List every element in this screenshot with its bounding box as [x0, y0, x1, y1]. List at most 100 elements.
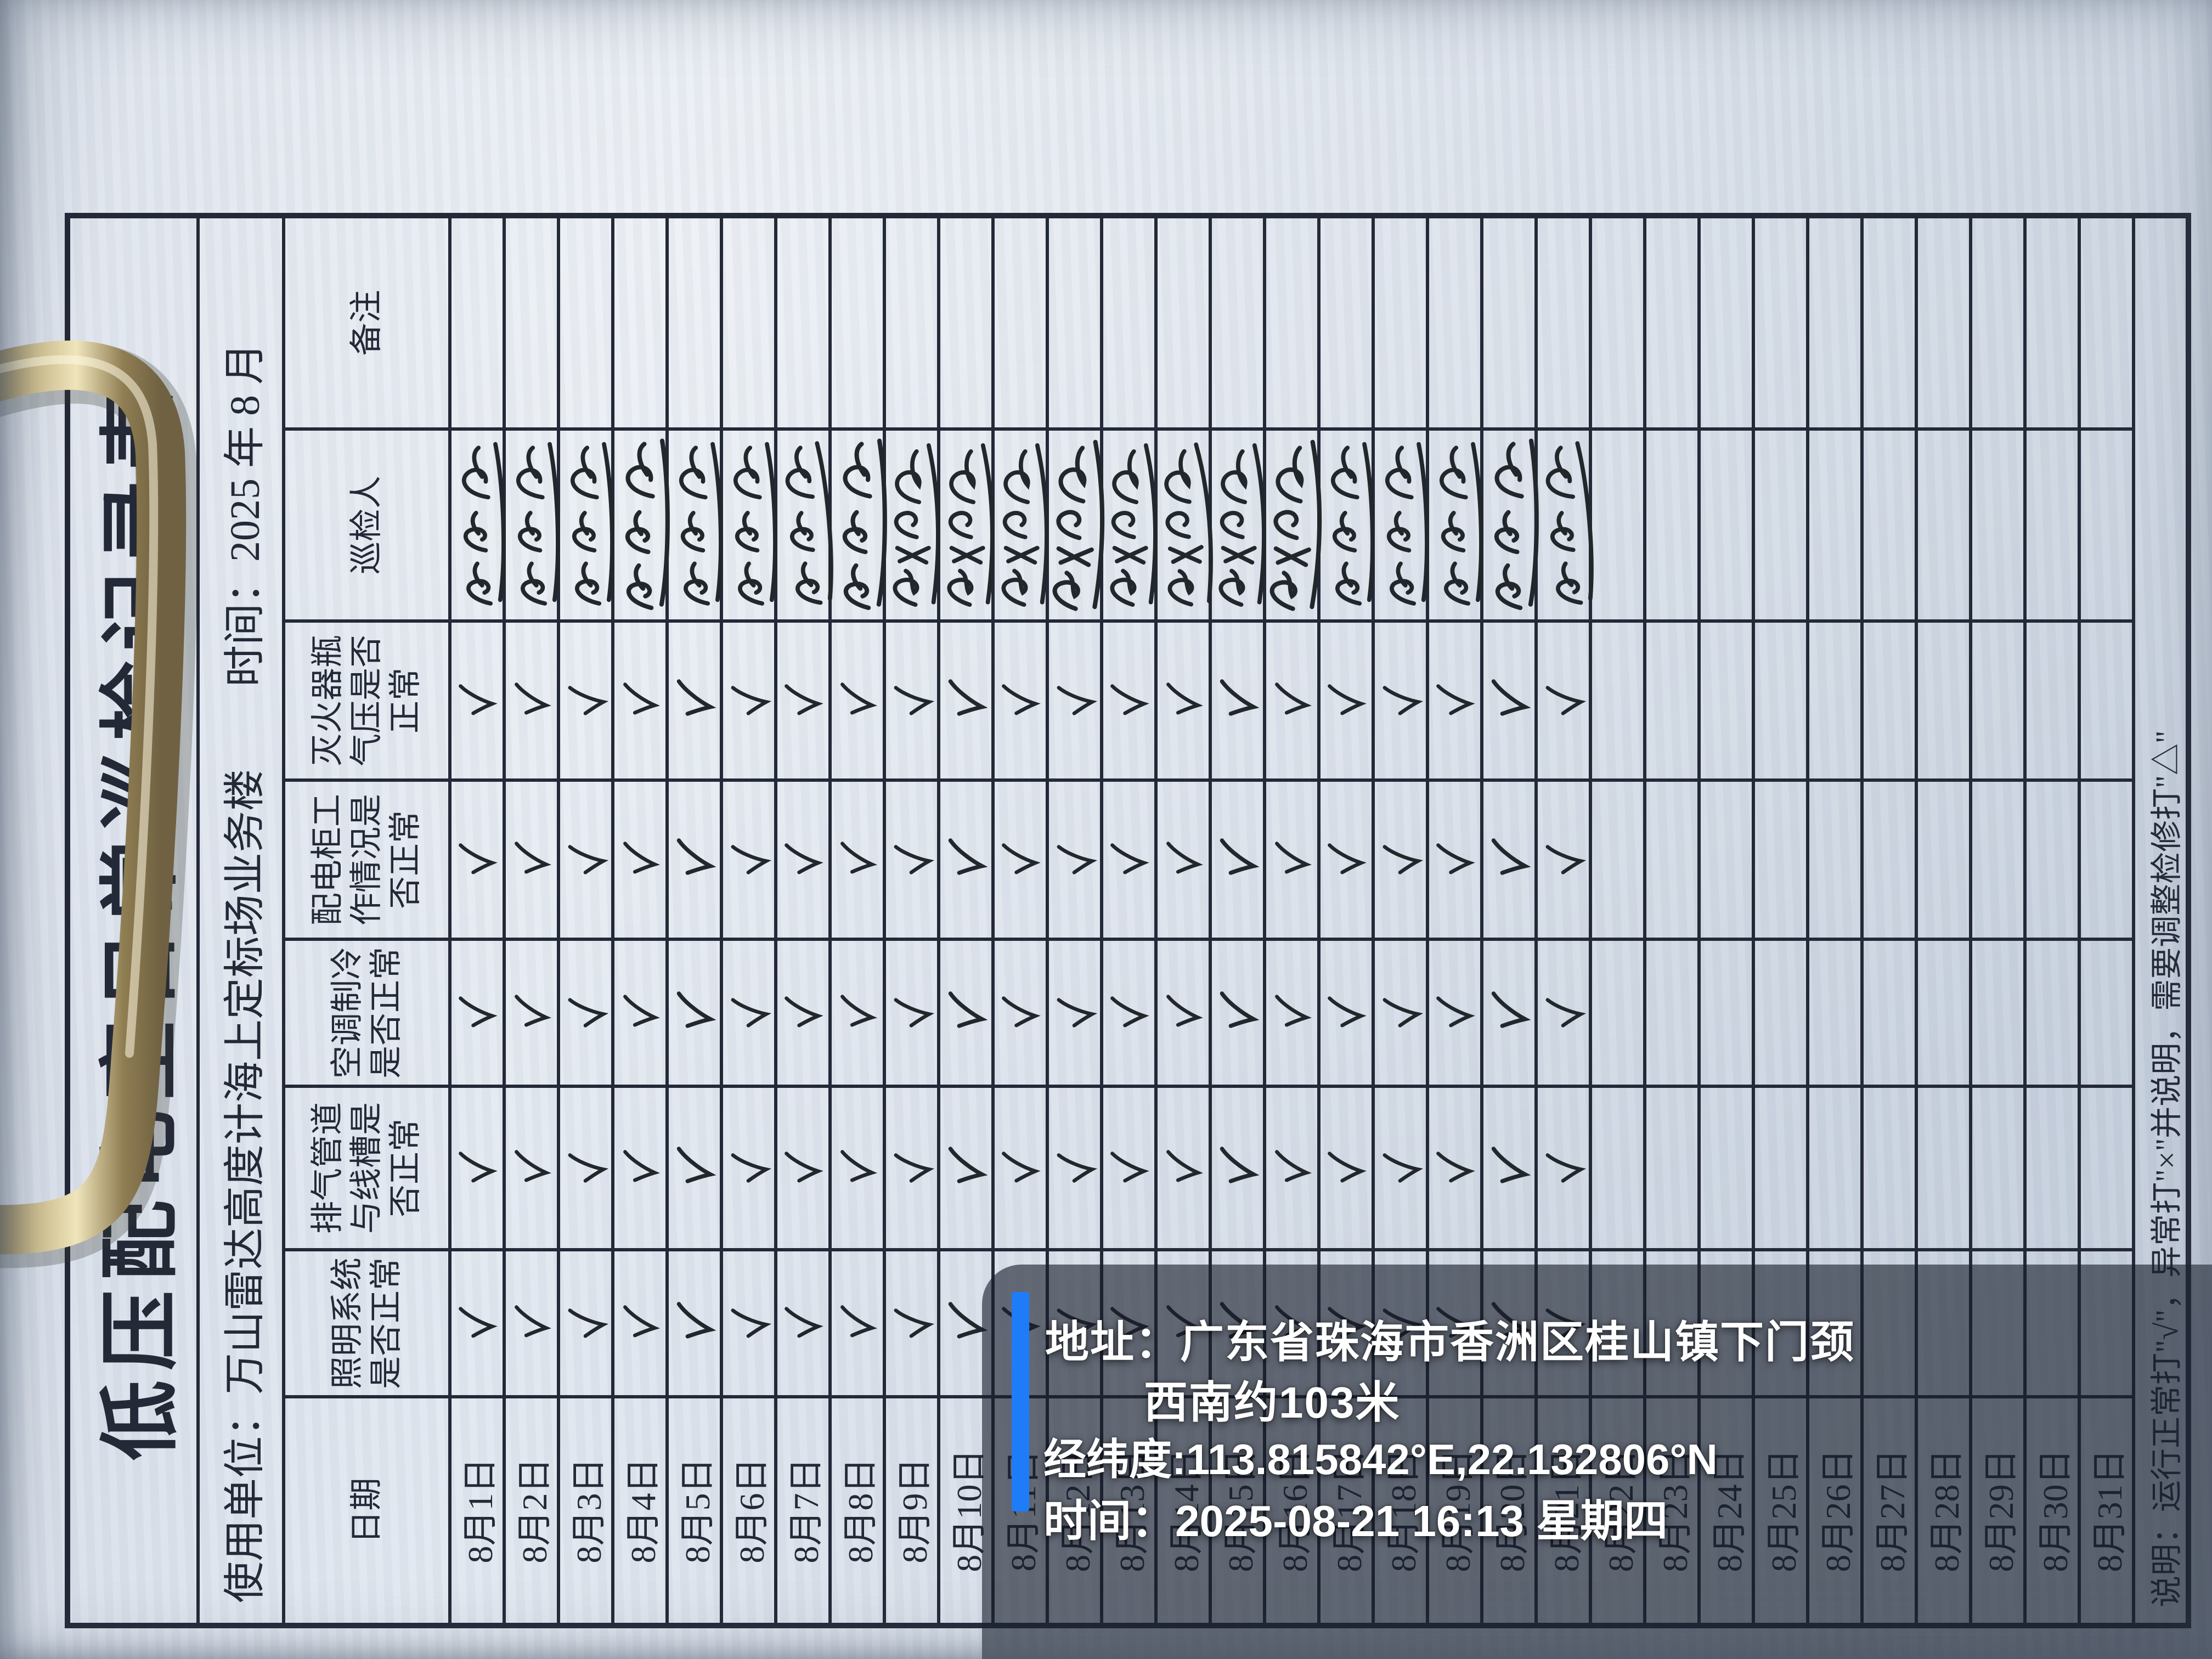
check-cell — [1321, 619, 1375, 778]
handwritten-check-icon — [456, 1305, 498, 1341]
handwritten-signature — [935, 435, 997, 616]
check-cell — [669, 1085, 723, 1248]
check-cell — [1321, 778, 1375, 938]
check-cell — [2081, 938, 2135, 1085]
handwritten-check-icon — [1108, 1150, 1150, 1186]
check-cell — [1266, 938, 1321, 1085]
handwritten-signature — [604, 429, 676, 621]
check-cell — [886, 1085, 940, 1248]
inspector-signature-cell — [1538, 427, 1592, 619]
check-cell — [1864, 778, 1918, 938]
check-cell — [1809, 1085, 1864, 1248]
handwritten-check-icon — [565, 680, 610, 721]
check-cell — [560, 1248, 614, 1395]
handwritten-check-icon — [1000, 1150, 1041, 1186]
check-cell — [2027, 938, 2081, 1085]
check-cell — [777, 1085, 832, 1248]
inspector-signature-cell — [1646, 427, 1701, 619]
check-cell — [452, 938, 506, 1085]
handwritten-check-icon — [1482, 836, 1536, 884]
watermark-address-line1: 地址：广东省珠海市香洲区桂山镇下门颈 — [1045, 1318, 1855, 1367]
remark-cell — [2027, 218, 2081, 427]
check-cell — [1809, 778, 1864, 938]
check-cell — [1755, 938, 1809, 1085]
check-cell — [995, 778, 1049, 938]
remark-cell — [1972, 218, 2027, 427]
handwritten-check-icon — [834, 839, 879, 880]
inspector-signature-cell — [1158, 427, 1212, 619]
check-cell — [1809, 619, 1864, 778]
check-cell — [832, 938, 886, 1085]
check-cell — [777, 1248, 832, 1395]
handwritten-check-icon — [1325, 995, 1367, 1031]
check-cell — [1864, 938, 1918, 1085]
table-header-row: 日期 照明系统是否正常 排气管道与线槽是否正常 空调制冷是否正常 配电柜工作情况是否正常… — [285, 218, 452, 1623]
watermark-coordinates: 经纬度:113.815842°E,22.132806°N — [1043, 1435, 1718, 1483]
check-cell — [1646, 619, 1701, 778]
check-cell — [777, 778, 832, 938]
check-cell — [723, 1085, 777, 1248]
remark-cell — [777, 218, 832, 427]
column-header-4: 配电柜工作情况是否正常 — [285, 778, 452, 938]
check-cell — [1701, 778, 1755, 938]
remark-cell — [1592, 218, 1646, 427]
check-cell — [1483, 1085, 1538, 1248]
check-cell — [2081, 1085, 2135, 1248]
check-cell — [1592, 778, 1646, 938]
check-cell — [506, 1248, 560, 1395]
check-cell — [1755, 1085, 1809, 1248]
check-cell — [1158, 778, 1212, 938]
check-cell — [669, 778, 723, 938]
inspector-signature-cell — [1266, 427, 1321, 619]
handwritten-check-icon — [617, 1303, 662, 1344]
check-cell — [886, 938, 940, 1085]
inspector-signature-cell — [1049, 427, 1103, 619]
check-cell — [1429, 778, 1483, 938]
remark-cell — [1809, 218, 1864, 427]
remark-cell — [1103, 218, 1158, 427]
handwritten-check-icon — [1211, 676, 1264, 725]
check-cell — [940, 938, 995, 1085]
column-header-0: 日期 — [285, 1395, 452, 1623]
handwritten-signature — [446, 435, 509, 616]
check-cell — [1375, 778, 1429, 938]
handwritten-check-icon — [891, 992, 936, 1033]
inspector-signature-cell — [614, 427, 669, 619]
inspector-signature-cell — [1375, 427, 1429, 619]
column-header-2: 排气管道与线槽是否正常 — [285, 1085, 452, 1248]
check-cell — [614, 1248, 669, 1395]
check-cell — [1049, 1085, 1103, 1248]
handwritten-check-icon — [668, 836, 721, 884]
check-cell — [1755, 778, 1809, 938]
inspector-signature-cell — [832, 427, 886, 619]
handwritten-check-icon — [668, 989, 721, 1037]
check-cell — [2027, 619, 2081, 778]
remark-cell — [1375, 218, 1429, 427]
handwritten-check-icon — [834, 992, 879, 1033]
remark-cell — [723, 218, 777, 427]
remark-cell — [1483, 218, 1538, 427]
check-cell — [1321, 1085, 1375, 1248]
check-cell — [452, 1085, 506, 1248]
handwritten-check-icon — [1380, 680, 1425, 721]
check-cell — [777, 938, 832, 1085]
inspector-signature-cell — [1864, 427, 1918, 619]
check-cell — [1918, 778, 1972, 938]
handwritten-signature — [500, 435, 563, 616]
handwritten-signature — [1039, 429, 1111, 621]
check-cell — [1972, 778, 2027, 938]
remark-cell — [1212, 218, 1266, 427]
handwritten-check-icon — [1543, 1148, 1588, 1188]
check-cell — [1049, 938, 1103, 1085]
column-header-6: 巡检人 — [285, 427, 452, 619]
check-cell — [1918, 938, 1972, 1085]
inspector-signature-cell — [1755, 427, 1809, 619]
check-cell — [669, 938, 723, 1085]
check-cell — [1592, 938, 1646, 1085]
check-cell — [506, 1085, 560, 1248]
check-cell — [995, 619, 1049, 778]
check-cell — [1212, 778, 1266, 938]
handwritten-check-icon — [1054, 839, 1099, 880]
date-row: 8月4日 — [614, 218, 669, 1623]
